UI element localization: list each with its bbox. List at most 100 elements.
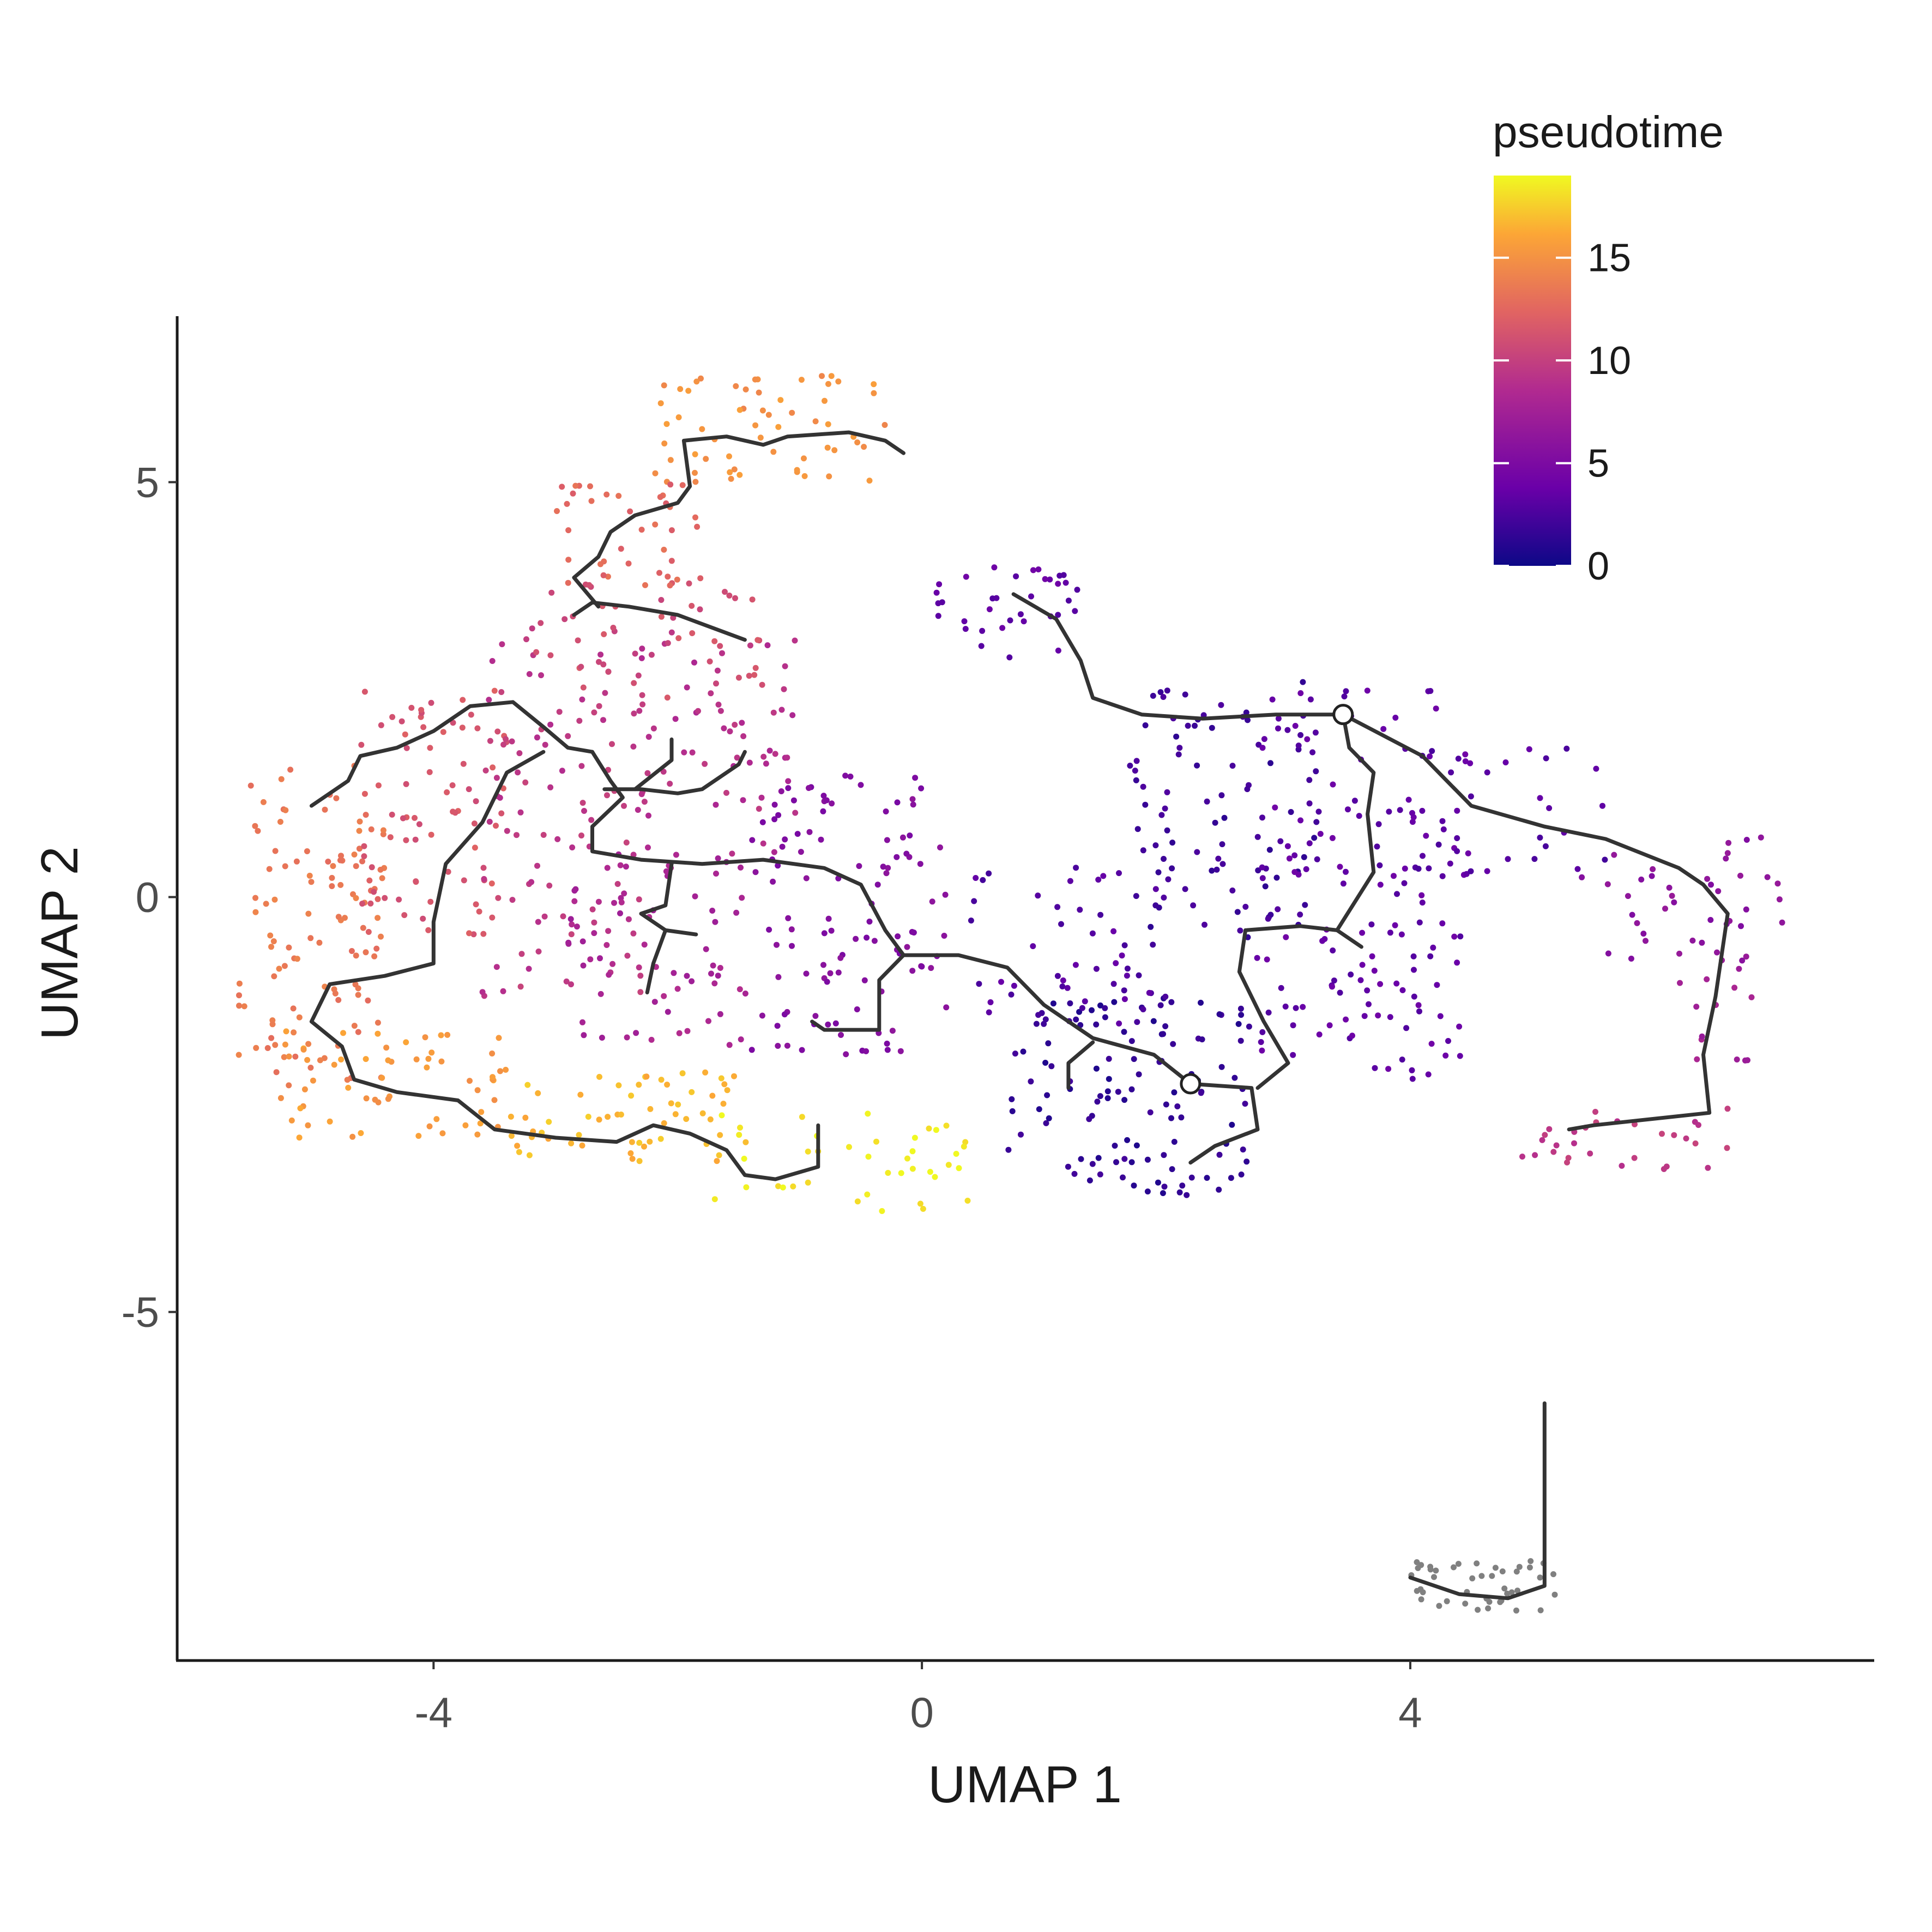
y-tick-label: 0: [136, 873, 159, 921]
data-point: [675, 414, 682, 420]
data-point: [385, 1057, 391, 1064]
data-point: [361, 689, 368, 695]
data-point: [1288, 809, 1294, 815]
data-point: [1738, 923, 1744, 929]
data-point: [641, 799, 648, 805]
data-point: [1104, 1095, 1111, 1101]
data-point: [829, 800, 835, 807]
trajectory-segment: [590, 750, 1260, 1165]
data-point: [757, 434, 764, 441]
data-point: [1262, 883, 1269, 890]
data-point: [825, 1021, 831, 1028]
data-point: [864, 1191, 871, 1198]
data-point: [799, 1047, 805, 1053]
data-point: [618, 1112, 624, 1118]
data-point: [489, 1050, 496, 1056]
data-point: [721, 725, 727, 732]
data-point: [1079, 1005, 1085, 1011]
data-point: [263, 901, 269, 907]
data-point: [986, 870, 992, 877]
data-point: [937, 844, 943, 850]
data-point: [968, 917, 974, 924]
data-point: [1093, 1021, 1100, 1028]
data-point: [596, 659, 602, 665]
data-point: [713, 801, 719, 808]
data-point: [1484, 868, 1490, 874]
data-point: [1157, 1002, 1164, 1009]
data-point: [684, 684, 690, 691]
data-point: [1165, 876, 1172, 883]
data-point: [760, 840, 766, 847]
data-point: [636, 1139, 643, 1146]
data-point: [1046, 1115, 1052, 1121]
data-point: [1484, 769, 1490, 776]
data-point: [1564, 1159, 1570, 1166]
data-point: [1377, 981, 1384, 987]
data-point: [504, 828, 510, 834]
data-point: [445, 868, 451, 875]
data-point: [1110, 981, 1117, 987]
data-point: [617, 910, 623, 916]
data-point: [879, 1208, 885, 1214]
data-point: [1176, 1189, 1183, 1196]
data-point: [1399, 987, 1406, 993]
data-point: [1176, 745, 1183, 751]
data-point: [440, 729, 446, 735]
data-point: [1115, 1089, 1121, 1095]
data-point: [365, 997, 371, 1004]
data-point: [587, 483, 593, 490]
data-point: [615, 1082, 622, 1089]
data-point: [614, 881, 621, 887]
data-point: [342, 915, 348, 921]
data-point: [979, 627, 986, 634]
data-point: [1043, 1120, 1049, 1126]
data-point: [467, 1078, 473, 1084]
data-point: [650, 725, 657, 732]
data-point: [1776, 896, 1783, 903]
data-point: [426, 769, 433, 775]
data-point: [399, 718, 405, 724]
data-point: [508, 1133, 515, 1139]
data-point: [602, 690, 608, 696]
data-point: [1474, 1560, 1480, 1567]
data-point: [427, 898, 434, 905]
data-point: [715, 855, 721, 861]
data-point: [1218, 1064, 1225, 1070]
data-point: [524, 1082, 531, 1088]
data-point: [889, 1028, 896, 1034]
data-point: [717, 708, 724, 714]
data-point: [1133, 893, 1139, 899]
data-point: [1094, 1098, 1101, 1105]
data-point: [854, 1006, 860, 1012]
data-point: [978, 643, 985, 649]
data-point: [1121, 996, 1128, 1003]
data-point: [1399, 1056, 1405, 1063]
data-point: [1314, 856, 1320, 862]
data-point: [1433, 1567, 1439, 1574]
data-point: [1161, 895, 1167, 901]
data-point: [863, 1048, 870, 1054]
data-point: [1345, 806, 1351, 813]
data-point: [1021, 618, 1027, 625]
data-point: [333, 795, 340, 801]
data-point: [648, 651, 655, 658]
data-point: [1309, 749, 1316, 756]
data-point: [1073, 1016, 1079, 1023]
data-point: [1743, 906, 1749, 913]
data-point: [1419, 807, 1426, 814]
data-point: [490, 1074, 496, 1080]
data-point: [568, 931, 575, 938]
data-point: [812, 1013, 819, 1019]
data-point: [1161, 1152, 1167, 1158]
data-point: [428, 831, 434, 838]
data-point: [689, 630, 696, 636]
data-point: [567, 916, 574, 922]
data-point: [565, 733, 571, 739]
data-point: [1593, 765, 1599, 772]
data-point: [268, 1035, 275, 1041]
data-point: [991, 564, 998, 571]
data-point: [1671, 899, 1677, 905]
data-point: [632, 650, 638, 657]
data-point: [1625, 893, 1631, 899]
trajectory-segment: [1066, 1040, 1095, 1090]
